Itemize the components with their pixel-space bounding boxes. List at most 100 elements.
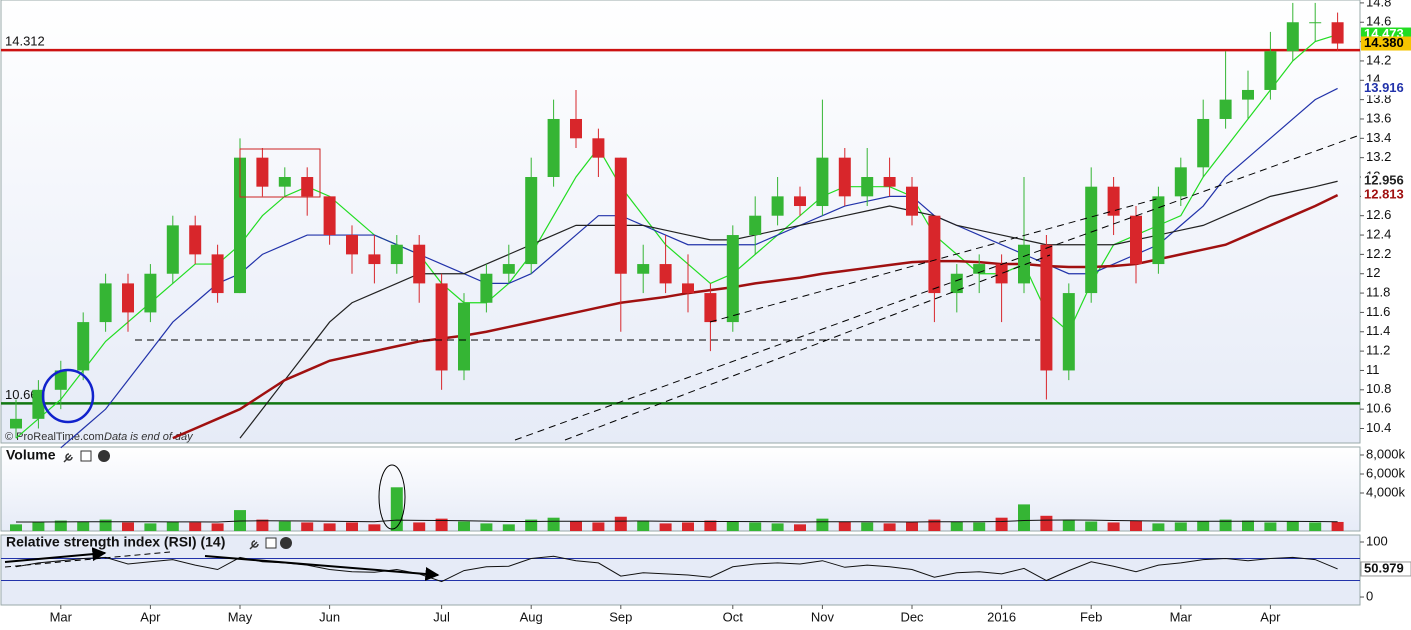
volume-bar [211,523,224,531]
x-tick-label: Oct [723,609,744,624]
volume-bar [54,520,67,531]
annotations [4,134,1361,581]
candle-body [480,273,493,303]
x-tick-label: Sep [609,609,632,624]
volume-bar [435,518,448,531]
close-icon[interactable] [280,537,292,549]
candle-body [950,273,963,294]
volume-bar [32,522,45,531]
y-tick-label: 13.6 [1366,110,1391,125]
y-tick-label: 12 [1366,265,1380,280]
x-tick-label: Jul [433,609,450,624]
rsi-label: 50.979 [1364,560,1404,575]
volume-bar [1309,522,1322,531]
price-label: 13.916 [1364,80,1404,95]
y-tick-label: 11.8 [1366,285,1390,300]
candle-body [458,302,470,371]
volume-bar [749,522,762,531]
window-icon[interactable] [80,450,92,462]
volume-bar [861,522,874,531]
candle-body [1264,51,1277,90]
volume-bar [614,516,627,531]
candle-body [1197,118,1210,168]
price-label-box [1361,188,1411,203]
y-tick-label: 0 [1366,588,1373,603]
volume-bar [570,521,582,531]
settings-icon[interactable] [249,540,259,550]
candle-body [995,264,1008,284]
level-label: 10.66 [5,387,38,402]
volume-bar [390,487,403,531]
y-tick-label: 11 [1366,362,1380,377]
price-label: 12.956 [1364,173,1404,188]
candle-body [1040,244,1053,371]
y-tick-label: 14.6 [1366,14,1391,29]
volume-bar [1085,521,1098,531]
candle-body [1331,22,1344,44]
volume-bar [502,524,515,531]
rsi-arrow [204,555,440,581]
x-tick-label: Mar [50,609,73,624]
candle-body [614,157,627,274]
volume-bar [1174,522,1187,531]
volume-bar [637,520,650,531]
volume-bar [458,521,470,531]
candle-body [637,264,650,274]
volume-bar [1152,523,1165,531]
candle-body [1085,186,1098,294]
trend-line [514,134,1361,441]
volume-bar [838,521,851,531]
x-tick-label: Feb [1080,609,1102,624]
candle-body [144,273,157,313]
volume-bar [883,523,896,531]
candle-body [435,283,448,371]
candle-body [234,157,246,294]
x-tick-label: Aug [520,609,543,624]
candle-body [861,177,874,197]
x-tick-label: May [228,609,253,624]
y-tick-label: 10.6 [1366,401,1391,416]
candle-body [838,157,851,197]
panel-title: Relative strength index (RSI) (14) [6,534,225,550]
volume-bar [368,524,381,531]
volume-bar [1331,521,1344,531]
volume-bar [413,522,426,531]
candle-body [301,177,314,197]
volume-bar [323,523,336,531]
volume-bar [1264,522,1277,531]
window-icon[interactable] [265,537,277,549]
candle-body [1242,89,1254,100]
volume-bar [1040,515,1053,531]
candle-body [99,283,112,323]
close-icon[interactable] [98,450,110,462]
trend-line [709,197,1161,323]
y-tick-label: 4,000k [1366,484,1406,499]
volume-bar [144,523,157,531]
candle-body [1130,215,1142,265]
moving-average [172,193,1339,440]
volume-bar [1130,520,1142,531]
volume-panel [0,446,1361,532]
y-tick-label: 100 [1366,533,1388,548]
volume-bar [10,524,22,531]
volume-bar [906,522,918,531]
candle-body [659,264,672,284]
rsi-trend [4,551,171,568]
volume-bar [1062,519,1075,531]
y-tick-label: 11.6 [1366,304,1390,319]
x-tick-label: Mar [1170,609,1193,624]
panel-icons[interactable] [63,450,292,550]
candle-body [592,138,605,158]
y-tick-label: 12.6 [1366,207,1391,222]
y-tick-label: 12.2 [1366,246,1391,261]
y-tick-label: 14.8 [1366,0,1391,9]
candle-body [726,235,739,323]
settings-icon[interactable] [63,453,73,463]
volume-bar [816,518,829,531]
price-label-box [1361,174,1411,189]
volume-bar [301,522,314,531]
candle-body [973,264,986,274]
y-tick-label: 11.2 [1366,343,1390,358]
price-label: 12.813 [1364,187,1404,202]
volume-bar [928,519,941,531]
